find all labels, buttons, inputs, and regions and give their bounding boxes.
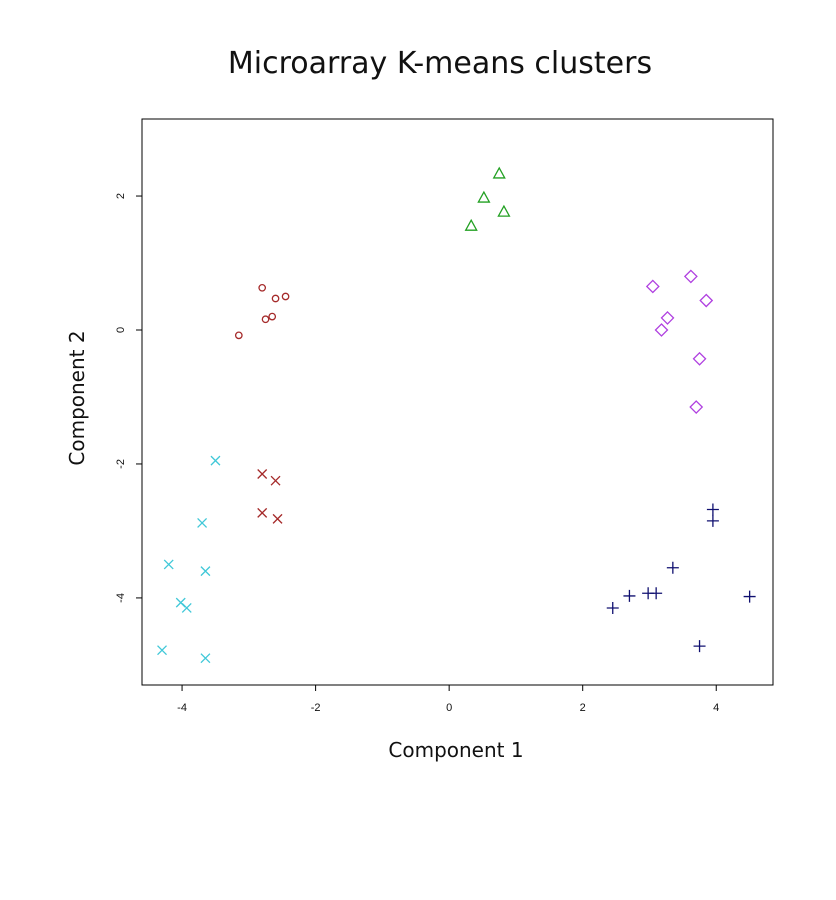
y-axis-label: Component 2	[65, 330, 89, 465]
y-tick-label: 2	[115, 193, 127, 199]
plus-point	[650, 587, 663, 600]
plus-point	[606, 601, 619, 614]
x-point	[257, 507, 268, 518]
circle-point	[271, 294, 280, 303]
y-tick-label: 0	[115, 327, 127, 333]
triangle-point	[464, 218, 478, 231]
triangle-point	[497, 204, 511, 217]
circle-series	[234, 283, 290, 340]
circle-point	[281, 292, 290, 301]
circle-point	[261, 315, 270, 324]
x-tick-label: -4	[177, 702, 187, 714]
plus-point	[706, 514, 719, 527]
diamond-point	[692, 351, 707, 366]
x-tick-label: 0	[446, 702, 452, 714]
diamond-point	[699, 293, 714, 308]
chart-title: Microarray K-means clusters	[228, 46, 652, 81]
triangle-point	[477, 190, 491, 203]
x-point	[163, 559, 174, 570]
triangle-point	[492, 166, 506, 179]
x-point	[200, 566, 211, 577]
data-points	[157, 166, 756, 664]
plus-point	[743, 590, 756, 603]
x-point	[272, 513, 283, 524]
x-axis: -4 -2 0 2 4	[177, 685, 719, 714]
y-tick-label: -2	[115, 459, 127, 469]
y-axis: -4 -2 0 2	[115, 193, 142, 603]
diamond-point	[683, 269, 698, 284]
plus-point	[706, 503, 719, 516]
triangle-series	[464, 166, 511, 231]
diamond-point	[654, 323, 669, 337]
x-point	[197, 517, 208, 528]
plus-series	[606, 503, 756, 653]
x-series	[257, 469, 283, 524]
circle-point	[234, 331, 243, 340]
plus-point	[693, 640, 706, 653]
x-axis-label: Component 1	[388, 738, 523, 762]
circle-point	[258, 283, 267, 292]
x-tick-label: 2	[580, 702, 586, 714]
x-point	[210, 455, 221, 466]
x-series	[157, 455, 221, 664]
x-tick-label: -2	[311, 702, 321, 714]
plus-point	[666, 561, 679, 574]
y-tick-label: -4	[115, 593, 127, 603]
plus-point	[623, 589, 636, 602]
diamond-point	[689, 400, 704, 414]
diamond-series	[645, 269, 714, 414]
diamond-point	[660, 311, 675, 325]
circle-point	[268, 312, 277, 321]
x-tick-label: 4	[713, 702, 719, 714]
plot-frame	[141, 118, 774, 686]
x-point	[181, 603, 192, 613]
diamond-point	[645, 279, 660, 294]
x-point	[270, 475, 281, 486]
x-point	[200, 653, 211, 664]
x-point	[257, 469, 268, 479]
x-point	[157, 645, 167, 656]
